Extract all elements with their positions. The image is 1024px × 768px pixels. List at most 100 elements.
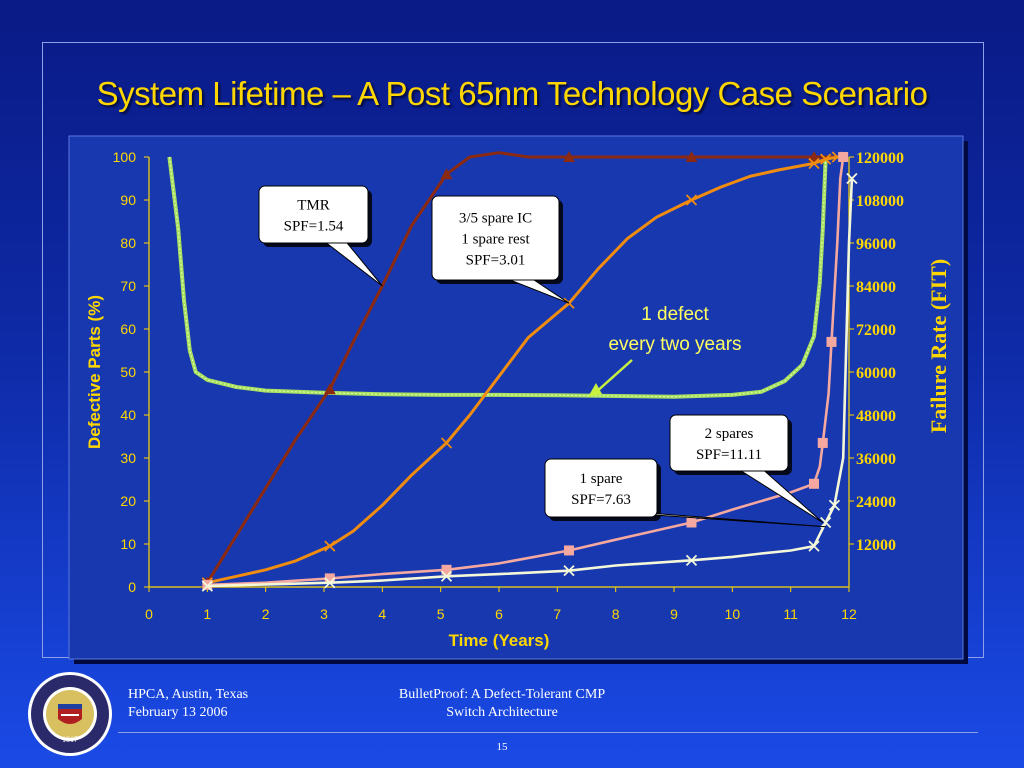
callout-3-5-spare: 3/5 spare IC 1 spare rest SPF=3.01 (431, 195, 570, 304)
tmr-point (563, 151, 575, 162)
defect-rate-arrowhead (588, 383, 602, 397)
tmr-point (440, 168, 453, 180)
footer-paper-title: BulletProof: A Defect-Tolerant CMP Switc… (330, 686, 674, 722)
x-tick-label: 6 (495, 606, 503, 622)
callout-3-5-spare-box (431, 195, 560, 281)
callout-2-spares-text: SPF=11.11 (696, 447, 762, 463)
slide-title: System Lifetime – A Post 65nm Technology… (96, 75, 928, 112)
footer-paper-title-line2: Switch Architecture (446, 705, 558, 720)
spare1-point (685, 554, 698, 566)
footer-paper-title-line1: BulletProof: A Defect-Tolerant CMP (398, 687, 606, 702)
spare35-series-line (206, 155, 838, 585)
y2-tick-label: 60000 (856, 365, 896, 382)
spare2-point (809, 478, 819, 489)
spare2-point (838, 152, 849, 162)
page-number: 15 (496, 741, 508, 753)
x-tick-label: 11 (783, 606, 798, 622)
spare1-point (846, 172, 858, 185)
y2-tick-label: 36000 (856, 451, 896, 468)
spare1-point (201, 580, 213, 592)
x-tick-label: 9 (670, 606, 678, 622)
y2-tick-label: 108000 (856, 193, 904, 210)
callout-1-spare-box (544, 458, 658, 518)
callout-1-spare: 1 spare SPF=7.63 (544, 458, 826, 528)
x-tick-label: 5 (437, 606, 445, 622)
callouts: TMR SPF=1.54 3/5 spare IC 1 spare rest SPF=3… (258, 185, 826, 528)
callout-3-5-spare-text: 1 spare rest (461, 232, 530, 248)
callout-tmr: TMR SPF=1.54 (258, 185, 383, 287)
y-tick-label: 20 (120, 493, 136, 509)
callout-3-5-spare-text: SPF=3.01 (466, 253, 526, 269)
spare2-point (441, 564, 452, 575)
y-axis-title: Defective Parts (%) (85, 295, 104, 449)
spare35-point (324, 540, 336, 552)
y2-tick-label: 48000 (856, 408, 896, 425)
spare2-point (564, 545, 574, 556)
y2-tick-label: 120000 (856, 150, 904, 167)
y-tick-label: 10 (120, 536, 136, 552)
x-tick-label: 3 (320, 606, 328, 622)
spare35-point (808, 157, 820, 170)
spare2-point (324, 573, 335, 584)
spare1-point (563, 565, 575, 577)
footer-date: February 13 2006 (128, 705, 228, 720)
y2-tick-label: 96000 (856, 236, 896, 253)
x-tick-label: 10 (725, 606, 741, 622)
tmr-point (685, 151, 698, 162)
tmr-series-line (206, 151, 838, 584)
y-tick-label: 80 (120, 235, 136, 251)
spare1-series-line (207, 178, 854, 588)
footer-divider (118, 732, 978, 733)
defect-rate-label-line1: 1 defect (641, 304, 709, 325)
y-tick-label: 90 (120, 192, 136, 208)
spare2-point (817, 437, 828, 448)
spare35-point (685, 194, 698, 206)
defect-rate-arrow (594, 359, 633, 394)
callout-2-spares-text: 2 spares (705, 426, 754, 442)
spare1-point (808, 540, 820, 552)
y2-tick-label: 72000 (856, 322, 896, 339)
failure-rate-line-texture (168, 156, 827, 398)
callout-tmr-box (258, 185, 369, 244)
callout-1-spare-text: 1 spare (580, 471, 623, 487)
x-tick-label: 12 (841, 606, 857, 622)
spare1-point (440, 570, 453, 582)
callout-tmr-text: SPF=1.54 (284, 219, 344, 235)
callout-2-spares-box (669, 414, 789, 472)
x-tick-label: 4 (378, 606, 386, 622)
x-tick-label: 7 (553, 606, 561, 622)
x-tick-label: 1 (203, 606, 211, 622)
spare35-point (820, 153, 832, 165)
spare2-point (686, 517, 697, 528)
tmr-point (323, 383, 336, 395)
y-tick-label: 40 (120, 407, 136, 423)
spare1-point (820, 516, 832, 529)
x-tick-label: 0 (145, 606, 153, 622)
x-tick-label: 2 (262, 606, 270, 622)
spare35-point (440, 437, 453, 449)
defect-rate-label-line2: every two years (608, 334, 741, 355)
y2-axis-title: Failure Rate (FIT) (926, 259, 951, 433)
y2-tick-label: 84000 (856, 279, 896, 296)
callout-3-5-spare-text: 3/5 spare IC (459, 211, 532, 227)
x-axis-title: Time (Years) (449, 631, 550, 650)
spare1-point (828, 499, 841, 511)
y-tick-label: 50 (120, 364, 136, 380)
callout-2-spares: 2 spares SPF=11.11 (669, 414, 824, 523)
y-tick-label: 30 (120, 450, 136, 466)
footer-conference: HPCA, Austin, Texas February 13 2006 (128, 686, 248, 722)
svg-text:1817: 1817 (62, 735, 78, 744)
y-tick-label: 70 (120, 278, 136, 294)
spare1-point (324, 577, 336, 589)
callout-tmr-text: TMR (297, 198, 330, 214)
university-seal-logo: 1817 (28, 672, 112, 756)
callout-1-spare-text: SPF=7.63 (571, 492, 631, 508)
y-tick-label: 60 (120, 321, 136, 337)
y-tick-label: 0 (128, 579, 136, 595)
y-tick-label: 100 (113, 149, 137, 165)
x-tick-label: 8 (612, 606, 620, 622)
spare2-point (826, 336, 837, 347)
footer-venue: HPCA, Austin, Texas (128, 687, 249, 702)
